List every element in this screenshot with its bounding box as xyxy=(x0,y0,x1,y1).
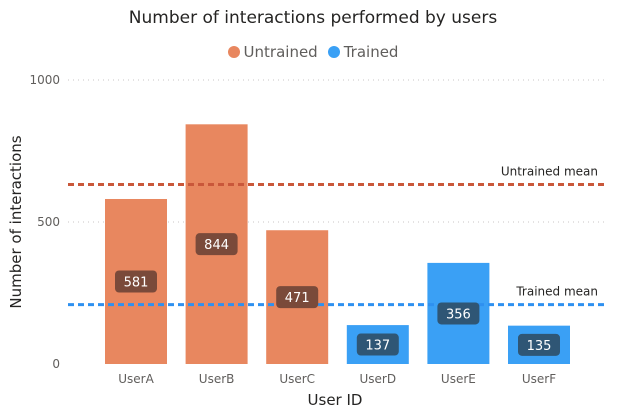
y-axis-title: Number of interactions xyxy=(7,135,25,308)
data-label: 135 xyxy=(527,339,552,354)
data-label: 581 xyxy=(124,275,149,290)
y-tick-label: 500 xyxy=(37,215,60,229)
reference-line-label: Trained mean xyxy=(515,285,598,299)
legend-item-untrained[interactable]: Untrained xyxy=(227,43,318,61)
data-label-background xyxy=(518,333,560,356)
y-tick-label: 0 xyxy=(52,357,60,371)
reference-line-label: Untrained mean xyxy=(501,165,598,179)
data-label-background xyxy=(115,270,157,293)
data-label: 471 xyxy=(285,291,310,306)
data-label: 356 xyxy=(446,307,471,322)
x-tick-label: UserE xyxy=(441,372,476,386)
x-tick-label: UserA xyxy=(118,372,154,386)
legend: Untrained Trained xyxy=(0,43,626,61)
data-label-background xyxy=(437,302,480,325)
data-label: 844 xyxy=(204,238,229,253)
x-axis-title: User ID xyxy=(308,391,363,409)
legend-label-untrained: Untrained xyxy=(243,43,318,61)
x-tick-label: UserD xyxy=(360,372,397,386)
chart-title: Number of interactions performed by user… xyxy=(128,8,498,28)
x-tick-label: UserC xyxy=(279,372,315,386)
data-label-background xyxy=(195,233,238,256)
x-tick-label: UserF xyxy=(522,372,556,386)
legend-marker-trained xyxy=(327,46,340,58)
legend-marker-untrained xyxy=(227,46,240,58)
data-label-background xyxy=(356,333,399,356)
legend-label-trained: Trained xyxy=(343,43,399,61)
data-label-background xyxy=(276,286,319,309)
y-tick-label: 1000 xyxy=(29,73,60,87)
legend-item-trained[interactable]: Trained xyxy=(327,43,399,61)
x-tick-label: UserB xyxy=(199,372,235,386)
data-label: 137 xyxy=(365,339,390,354)
